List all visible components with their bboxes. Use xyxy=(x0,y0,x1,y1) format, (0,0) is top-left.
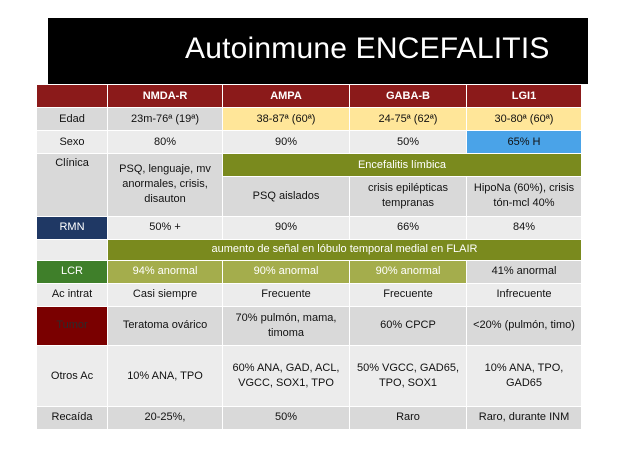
rmn-ampa: 90% xyxy=(222,215,350,240)
rmn-span-empty xyxy=(36,238,108,261)
row-rmn: RMN 50% + 90% 66% 84% xyxy=(36,215,582,240)
page-title: Autoinmune ENCEFALITIS xyxy=(185,32,550,65)
otros-lgi1: 10% ANA, TPO, GAD65 xyxy=(466,345,582,407)
rmn-nmda: 50% + xyxy=(107,215,223,240)
header-cell-empty xyxy=(36,84,108,108)
lcr-ampa: 90% anormal xyxy=(222,259,350,284)
otros-gaba: 50% VGCC, GAD65, TPO, SOX1 xyxy=(349,345,467,407)
header-ampa: AMPA xyxy=(222,84,350,108)
row-label-otros: Otros Ac xyxy=(36,345,108,407)
clinica-span-limbica: Encefalitis límbica xyxy=(222,153,582,177)
edad-gaba: 24-75ª (62ª) xyxy=(349,107,467,131)
header-gaba-b: GABA-B xyxy=(349,84,467,108)
recaida-ampa: 50% xyxy=(222,405,350,431)
row-edad: Edad 23m-76ª (19ª) 38-87ª (60ª) 24-75ª (… xyxy=(36,107,582,131)
sexo-gaba: 50% xyxy=(349,130,467,154)
row-label-acintrat: Ac intrat xyxy=(36,282,108,307)
clinica-nmda: PSQ, lenguaje, mv anormales, crisis, dis… xyxy=(107,153,223,217)
row-label-sexo: Sexo xyxy=(36,130,108,154)
acintrat-nmda: Casi siempre xyxy=(107,282,223,307)
row-rmn-span: aumento de señal en lóbulo temporal medi… xyxy=(36,238,582,261)
row-clinica-a: Clínica PSQ, lenguaje, mv anormales, cri… xyxy=(36,153,582,217)
tumor-gaba: 60% CPCP xyxy=(349,305,467,347)
row-tumor: Tumor Teratoma ovárico 70% pulmón, mama,… xyxy=(36,305,582,347)
row-lcr: LCR 94% anormal 90% anormal 90% anormal … xyxy=(36,259,582,284)
edad-ampa: 38-87ª (60ª) xyxy=(222,107,350,131)
rmn-span-flair: aumento de señal en lóbulo temporal medi… xyxy=(107,238,582,261)
header-row: NMDA-R AMPA GABA-B LGI1 xyxy=(36,84,582,108)
row-acintrat: Ac intrat Casi siempre Frecuente Frecuen… xyxy=(36,282,582,307)
sexo-ampa: 90% xyxy=(222,130,350,154)
edad-nmda: 23m-76ª (19ª) xyxy=(107,107,223,131)
encephalitis-table: NMDA-R AMPA GABA-B LGI1 Edad 23m-76ª (19… xyxy=(36,84,582,431)
tumor-lgi1: <20% (pulmón, timo) xyxy=(466,305,582,347)
rmn-gaba: 66% xyxy=(349,215,467,240)
lcr-gaba: 90% anormal xyxy=(349,259,467,284)
row-label-clinica: Clínica xyxy=(36,153,108,217)
acintrat-lgi1: Infrecuente xyxy=(466,282,582,307)
recaida-nmda: 20-25%, xyxy=(107,405,223,431)
row-label-edad: Edad xyxy=(36,107,108,131)
row-label-recaida: Recaída xyxy=(36,405,108,431)
otros-nmda: 10% ANA, TPO xyxy=(107,345,223,407)
clinica-gaba: crisis epilépticas tempranas xyxy=(349,176,467,217)
otros-ampa: 60% ANA, GAD, ACL, VGCC, SOX1, TPO xyxy=(222,345,350,407)
title-bar xyxy=(48,18,588,84)
sexo-lgi1: 65% H xyxy=(466,130,582,154)
row-otros: Otros Ac 10% ANA, TPO 60% ANA, GAD, ACL,… xyxy=(36,345,582,407)
acintrat-gaba: Frecuente xyxy=(349,282,467,307)
clinica-ampa: PSQ aislados xyxy=(222,176,350,217)
rmn-lgi1: 84% xyxy=(466,215,582,240)
row-label-tumor: Tumor xyxy=(36,305,108,347)
lcr-nmda: 94% anormal xyxy=(107,259,223,284)
row-sexo: Sexo 80% 90% 50% 65% H xyxy=(36,130,582,154)
header-nmda-r: NMDA-R xyxy=(107,84,223,108)
clinica-lgi1: HipoNa (60%), crisis tón-mcl 40% xyxy=(466,176,582,217)
row-clinica-b: PSQ aislados crisis epilépticas temprana… xyxy=(37,176,582,217)
recaida-gaba: Raro xyxy=(349,405,467,431)
header-lgi1: LGI1 xyxy=(466,84,582,108)
tumor-ampa: 70% pulmón, mama, timoma xyxy=(222,305,350,347)
tumor-nmda: Teratoma ovárico xyxy=(107,305,223,347)
row-label-lcr: LCR xyxy=(36,259,108,284)
row-recaida: Recaída 20-25%, 50% Raro Raro, durante I… xyxy=(36,405,582,431)
recaida-lgi1: Raro, durante INM xyxy=(466,405,582,431)
acintrat-ampa: Frecuente xyxy=(222,282,350,307)
edad-lgi1: 30-80ª (60ª) xyxy=(466,107,582,131)
sexo-nmda: 80% xyxy=(107,130,223,154)
row-label-rmn: RMN xyxy=(36,215,108,240)
lcr-lgi1: 41% anormal xyxy=(466,259,582,284)
